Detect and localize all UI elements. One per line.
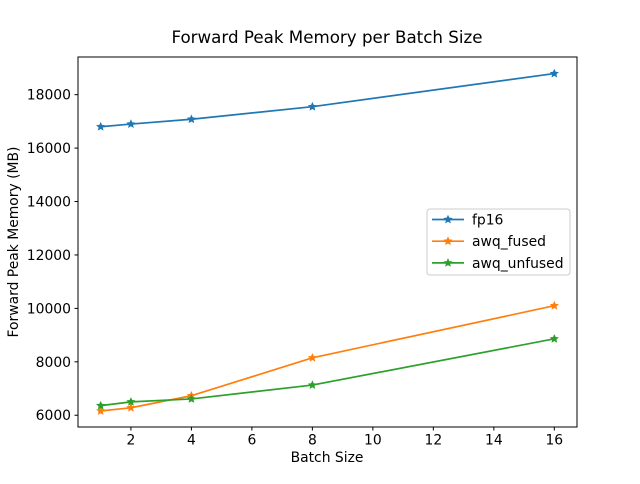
axes-frame [77, 56, 578, 428]
y-axis-label: Forward Peak Memory (MB) [6, 147, 22, 338]
y-tick-label: 10000 [27, 301, 71, 317]
series-line-awq_unfused [99, 337, 556, 407]
data-point-marker-fp16 [307, 101, 317, 111]
x-tick-label: 10 [364, 433, 382, 449]
y-tick-label: 8000 [36, 355, 71, 371]
legend: fp16 awq_fused awq_unfused [426, 208, 571, 276]
data-point-marker-fp16 [186, 114, 196, 124]
data-point-marker-awq_unfused [307, 380, 317, 389]
series-line-awq_fused [99, 304, 556, 412]
data-point-marker-awq_unfused [549, 334, 559, 343]
data-point-marker-fp16 [549, 68, 559, 78]
legend-label: awq_fused [472, 234, 546, 250]
x-axis-label: Batch Size [291, 450, 364, 466]
legend-sample-star-marker [443, 258, 453, 267]
x-tick-label: 4 [187, 433, 196, 449]
legend-label: awq_unfused [472, 256, 564, 272]
legend-item-awq_fused: awq_fused [432, 234, 546, 250]
x-tick-label: 14 [485, 433, 503, 449]
x-tick-label: 16 [545, 433, 563, 449]
y-tick-label: 18000 [27, 88, 71, 104]
legend-sample-star-marker [443, 236, 453, 246]
legend-label: fp16 [472, 213, 503, 229]
legend-box [426, 208, 571, 276]
x-tick-label: 12 [425, 433, 443, 449]
data-point-marker-fp16 [126, 119, 136, 128]
data-point-marker-awq_unfused [186, 394, 196, 403]
y-tick-label: 14000 [27, 195, 71, 211]
chart-title: Forward Peak Memory per Batch Size [171, 27, 482, 47]
data-point-marker-awq_fused [549, 300, 559, 310]
y-tick-label: 6000 [36, 408, 71, 424]
data-point-marker-awq_unfused [126, 397, 136, 406]
legend-item-awq_unfused: awq_unfused [432, 256, 564, 272]
y-tick-label: 16000 [27, 141, 71, 157]
x-tick-label: 8 [308, 433, 317, 449]
plot-area: 2 4 6 8 10 12 14 16 6000 8000 10000 12000 14000 16000… [27, 56, 578, 449]
legend-item-fp16: fp16 [432, 213, 503, 229]
data-point-marker-awq_fused [96, 406, 106, 415]
data-point-marker-awq_fused [307, 353, 317, 362]
y-tick-label: 12000 [27, 248, 71, 264]
data-point-marker-awq_fused [126, 402, 136, 412]
x-tick-label: 6 [247, 433, 256, 449]
data-point-marker-fp16 [96, 121, 106, 131]
legend-sample-star-marker [443, 214, 453, 224]
series-line-fp16 [99, 72, 556, 128]
data-point-marker-awq_unfused [96, 400, 106, 410]
x-tick-label: 2 [127, 433, 136, 449]
